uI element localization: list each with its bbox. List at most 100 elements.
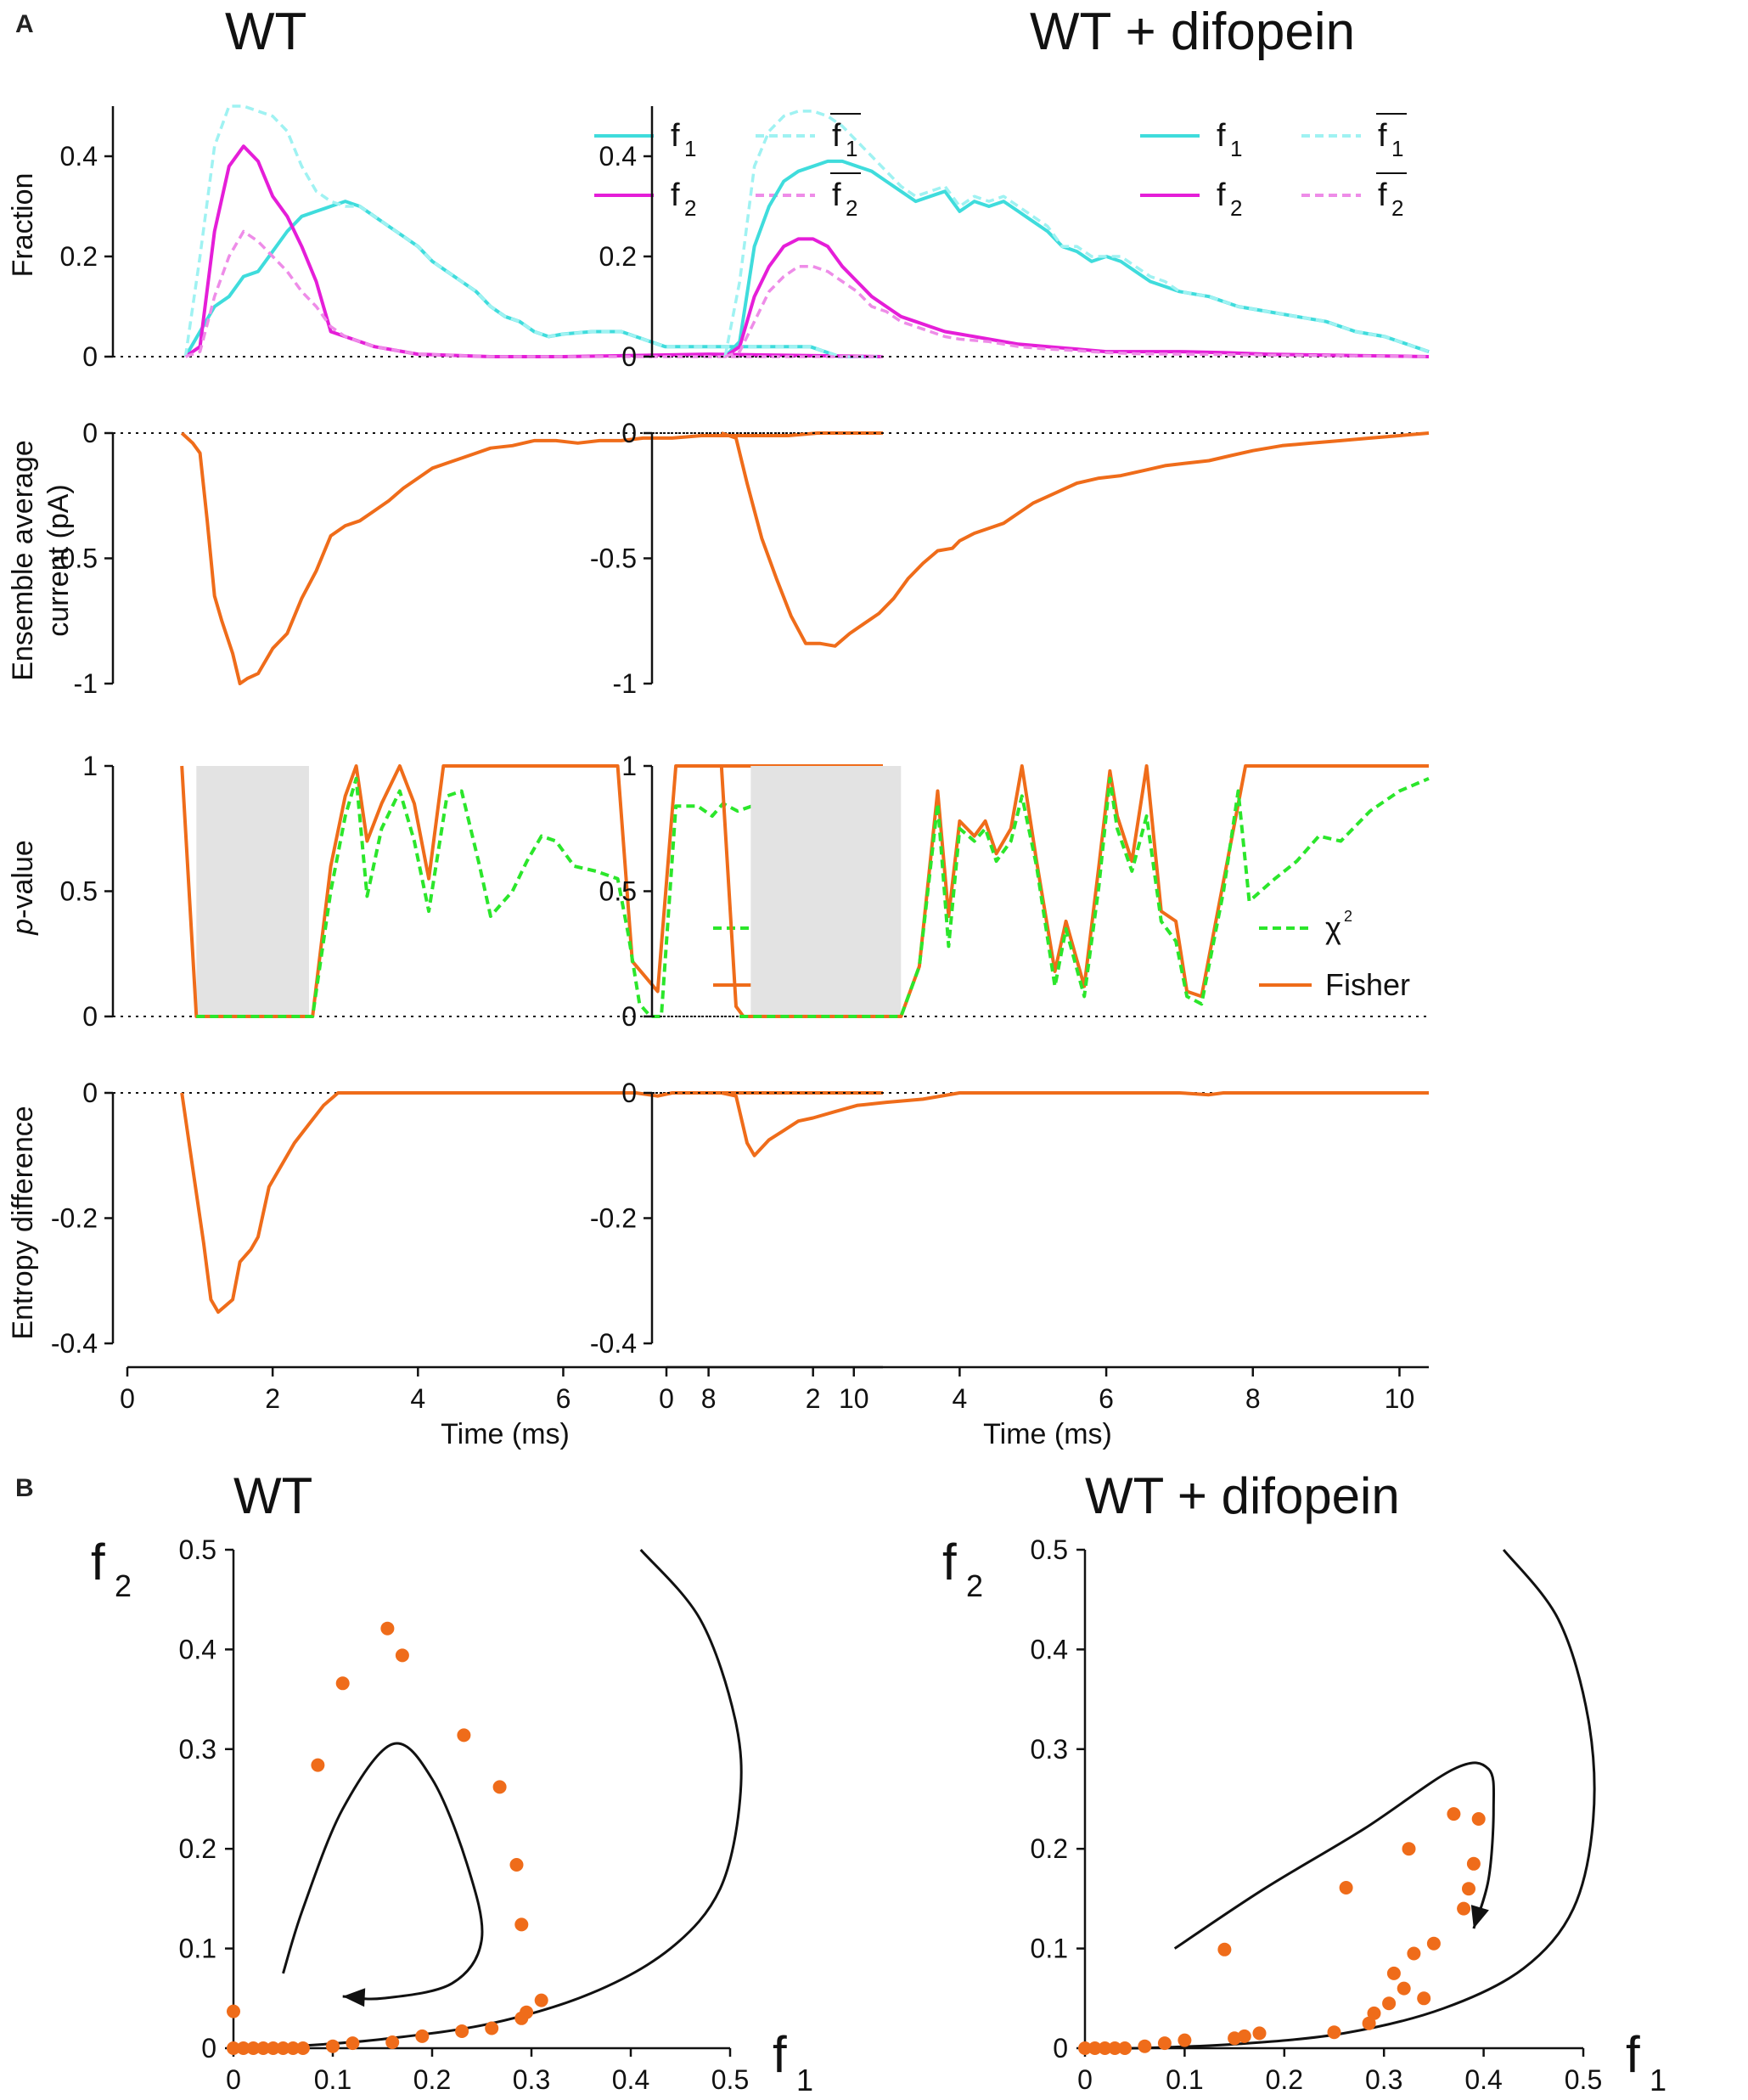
scatter-point-wt — [492, 1780, 507, 1794]
scatter-point-wt — [276, 2041, 290, 2055]
scatter-point-difopein — [1237, 2029, 1251, 2043]
legend-label-sub-f2-mean-fraction-wt: 2 — [846, 195, 857, 221]
scatter-point-wt — [227, 2041, 240, 2055]
scatter-y-tick-label-wt: 0.2 — [179, 1833, 216, 1864]
x-axis-group-difopein: 0 2 4 6 8 10 Time (ms) — [659, 1365, 1429, 1450]
scatter-y-tick-label-difopein: 0.3 — [1031, 1734, 1068, 1765]
series-current-current-wt — [180, 431, 883, 685]
trajectory-arrowhead-difopein — [1470, 1905, 1489, 1929]
x-tick-label-wt: 2 — [265, 1383, 280, 1414]
x-tick-label-difopein: 2 — [806, 1383, 821, 1414]
legend-label-f1-fraction-wt: f — [671, 118, 680, 154]
legend-label-f1-mean-fraction-difopein: f — [1378, 118, 1387, 154]
y-tick-label-pvalue-wt: 0.5 — [60, 876, 98, 907]
scatter-point-difopein — [1417, 1991, 1431, 2006]
x-tick-label-difopein: 4 — [952, 1383, 967, 1414]
series-current-current-difopein — [721, 431, 1430, 648]
y-tick-label-pvalue-difopein: 0.5 — [599, 876, 637, 907]
scatter-point-wt — [520, 2005, 534, 2019]
scatter-y-tick-label-difopein: 0.2 — [1031, 1833, 1068, 1864]
scatter-x-tick-label-wt: 0.5 — [711, 2064, 749, 2095]
legend-label-sub-f2-fraction-difopein: 2 — [1230, 195, 1242, 221]
scatter-x-tick-label-difopein: 0.2 — [1266, 2064, 1303, 2095]
scatter-point-wt — [295, 2041, 310, 2055]
row-label-entropy: Entropy difference — [7, 1106, 39, 1339]
shaded-region-pvalue-wt — [196, 766, 309, 1016]
scatter-point-wt — [227, 2004, 240, 2018]
scatter-point-difopein — [1471, 1812, 1486, 1826]
y-tick-label-current-difopein: 0 — [621, 418, 637, 448]
y-tick-label-pvalue-wt: 1 — [82, 751, 98, 781]
shaded-region-pvalue-difopein — [750, 766, 902, 1016]
scatter-point-difopein — [1362, 2016, 1376, 2030]
series-f1-mean-fraction-wt — [183, 104, 883, 358]
scatter-point-wt — [236, 2041, 250, 2055]
scatter-x-label-sub-difopein: 1 — [1650, 2063, 1667, 2097]
legend-label-f1-fraction-difopein: f — [1217, 118, 1226, 154]
series-chi2-pvalue-wt — [196, 768, 883, 1018]
scatter-point-wt — [246, 2041, 261, 2055]
legend-label-fisher-pvalue-difopein: Fisher — [1325, 967, 1410, 1002]
trajectory-curve-wt — [282, 1742, 484, 2001]
y-tick-label-fraction-difopein: 0 — [621, 341, 637, 372]
scatter-title-difopein: WT + difopein — [1085, 1467, 1400, 1524]
legend-label-sub-f1-mean-fraction-difopein: 1 — [1391, 136, 1403, 161]
scatter-point-difopein — [1462, 1882, 1475, 1896]
scatter-point-wt — [346, 2036, 360, 2051]
scatter-y-tick-label-difopein: 0.1 — [1031, 1934, 1068, 1964]
series-Fisher-pvalue-wt — [180, 764, 883, 1018]
panel-a-plots: 00.20.4f 1f 2f 1f 200.20.4f 1f 2f 1f 20-0.5-10-0… — [51, 104, 1430, 1450]
y-tick-label-fraction-wt: 0.2 — [60, 241, 98, 272]
legend-label-f2-mean-fraction-difopein: f — [1378, 177, 1387, 213]
legend-label-chi-pvalue-difopein: χ — [1325, 910, 1341, 945]
scatter-point-difopein — [1367, 2006, 1381, 2020]
scatter-x-tick-label-wt: 0 — [226, 2064, 241, 2095]
scatter-point-difopein — [1327, 2025, 1341, 2040]
scatter-point-difopein — [1407, 1946, 1421, 1961]
scatter-x-tick-label-wt: 0.1 — [314, 2064, 351, 2095]
series-f2-fraction-difopein — [723, 237, 1430, 358]
scatter-point-difopein — [1402, 1842, 1416, 1856]
x-tick-label-difopein: 6 — [1099, 1383, 1114, 1414]
y-tick-label-entropy-difopein: -0.4 — [590, 1328, 637, 1359]
scatter-y-tick-label-wt: 0.1 — [179, 1934, 216, 1964]
scatter-point-wt — [335, 1676, 350, 1691]
x-axis-label-difopein: Time (ms) — [983, 1418, 1112, 1450]
scatter-y-tick-label-wt: 0.5 — [179, 1534, 216, 1565]
scatter-point-difopein — [1078, 2041, 1092, 2055]
plot-entropy-wt: 0 -0.2 -0.4 — [51, 1078, 883, 1359]
trajectory-curve-difopein — [1173, 1761, 1496, 1950]
scatter-point-difopein — [1457, 1901, 1471, 1916]
legend-label-f2-fraction-difopein: f — [1217, 177, 1226, 213]
legend-label-f1-mean-fraction-wt: f — [832, 118, 841, 154]
scatter-point-wt — [534, 1993, 548, 2007]
y-tick-label-current-difopein: -1 — [613, 668, 637, 699]
scatter-point-wt — [311, 1758, 325, 1772]
x-tick-label-difopein: 8 — [1245, 1383, 1261, 1414]
scatter-x-tick-label-difopein: 0.4 — [1464, 2064, 1502, 2095]
scatter-y-tick-label-difopein: 0.4 — [1031, 1634, 1068, 1664]
y-tick-label-entropy-difopein: -0.2 — [590, 1203, 637, 1234]
scatter-y-tick-label-wt: 0 — [201, 2033, 216, 2063]
legend-label-f2-mean-fraction-wt: f — [832, 177, 841, 213]
legend-label-sub-f2-fraction-wt: 2 — [684, 195, 696, 221]
scatter-point-wt — [256, 2041, 271, 2055]
legend-label-f2-fraction-wt: f — [671, 177, 680, 213]
y-tick-label-current-wt: 0 — [82, 418, 98, 448]
y-tick-label-pvalue-wt: 0 — [82, 1001, 98, 1032]
scatter-difopein: WT + difopein 00 0.1 0.1 0.2 0.2 0.3 0.3 0.4 0.4 0… — [942, 1467, 1667, 2097]
scatter-point-wt — [380, 1621, 395, 1636]
series-f1-fraction-wt — [183, 200, 883, 358]
y-tick-label-entropy-wt: -0.4 — [51, 1328, 98, 1359]
scatter-x-tick-label-wt: 0.4 — [612, 2064, 649, 2095]
scatter-y-label-wt: f — [91, 1534, 105, 1590]
x-tick-label-wt: 6 — [556, 1383, 571, 1414]
scatter-point-difopein — [1426, 1936, 1441, 1951]
column-title-wt: WT — [225, 3, 306, 61]
legend-label-sub-f1-fraction-difopein: 1 — [1230, 136, 1242, 161]
y-tick-label-current-difopein: -0.5 — [590, 543, 637, 574]
y-tick-label-fraction-difopein: 0.4 — [599, 141, 637, 172]
x-tick-label-wt: 10 — [839, 1383, 869, 1414]
plot-current-difopein: 0 -0.5 -1 — [590, 418, 1430, 699]
